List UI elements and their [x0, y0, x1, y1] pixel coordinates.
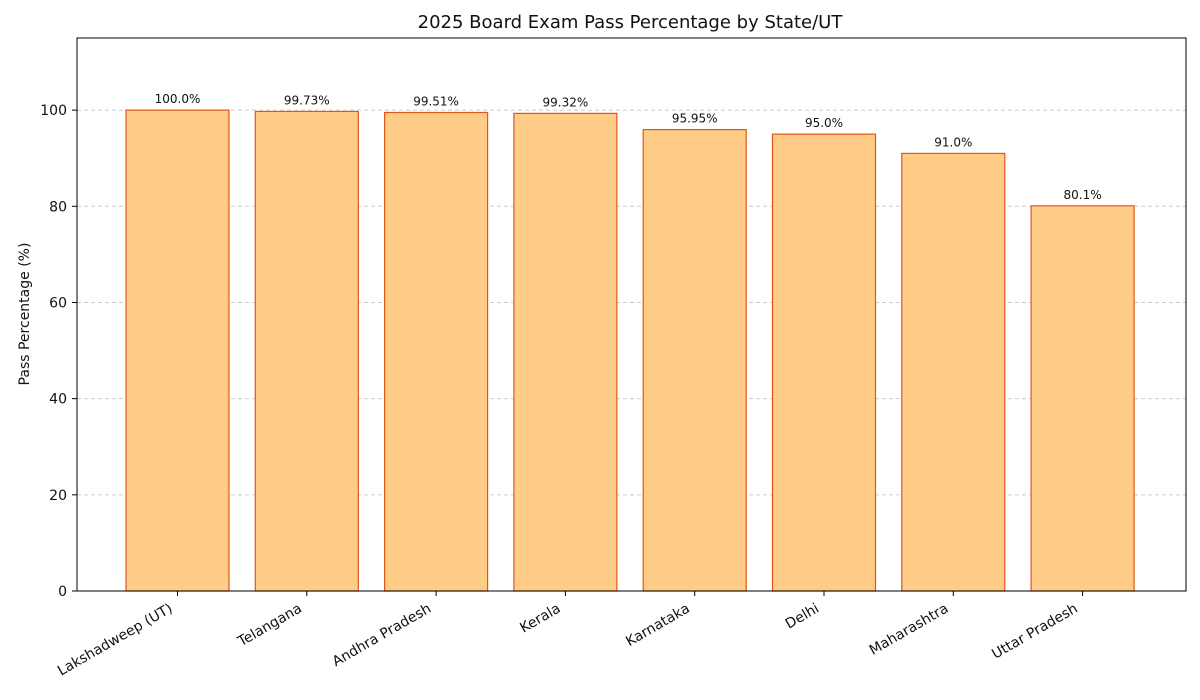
x-tick-label: Lakshadweep (UT): [55, 601, 175, 680]
x-tick-label: Kerala: [517, 601, 563, 637]
bar: [901, 152, 1006, 592]
bar: [254, 110, 359, 592]
y-tick-label: 80: [49, 199, 67, 215]
x-tick-label: Maharashtra: [867, 601, 952, 659]
data-label: 99.32%: [543, 95, 589, 109]
x-tick-label: Delhi: [783, 601, 822, 633]
chart-title: 2025 Board Exam Pass Percentage by State…: [418, 12, 844, 33]
data-label: 95.95%: [672, 112, 718, 126]
bar: [642, 129, 747, 592]
bar: [1030, 205, 1135, 592]
bar: [771, 133, 877, 592]
bar: [513, 112, 618, 592]
bar: [384, 111, 489, 592]
data-label: 95.0%: [805, 116, 843, 130]
x-tick-label: Andhra Pradesh: [330, 601, 434, 670]
data-label: 99.51%: [413, 94, 459, 108]
y-tick-label: 0: [58, 584, 67, 600]
x-axis-ticks: Lakshadweep (UT) Telangana Andhra Pradesh K…: [55, 591, 1084, 680]
data-label: 80.1%: [1064, 188, 1102, 202]
data-label: 99.73%: [284, 93, 330, 107]
gridlines: [77, 109, 1186, 496]
x-tick-label: Karnataka: [623, 601, 692, 650]
plot-frame: [76, 37, 1187, 592]
data-label: 100.0%: [155, 92, 201, 106]
x-tick-label: Uttar Pradesh: [989, 601, 1080, 663]
bars: [125, 109, 1135, 592]
y-axis-ticks: 0 20 40 60 80 100: [40, 103, 77, 600]
bar: [125, 109, 230, 592]
data-labels: 100.0% 99.73% 99.51% 99.32% 95.95% 95.0% 91.0%…: [155, 92, 1102, 202]
y-tick-label: 60: [49, 295, 67, 311]
y-tick-label: 100: [40, 103, 67, 119]
y-axis-label: Pass Percentage (%): [17, 243, 33, 386]
y-tick-label: 40: [49, 392, 67, 408]
y-tick-label: 20: [49, 488, 67, 504]
x-tick-label: Telangana: [234, 601, 304, 651]
data-label: 91.0%: [934, 135, 972, 149]
